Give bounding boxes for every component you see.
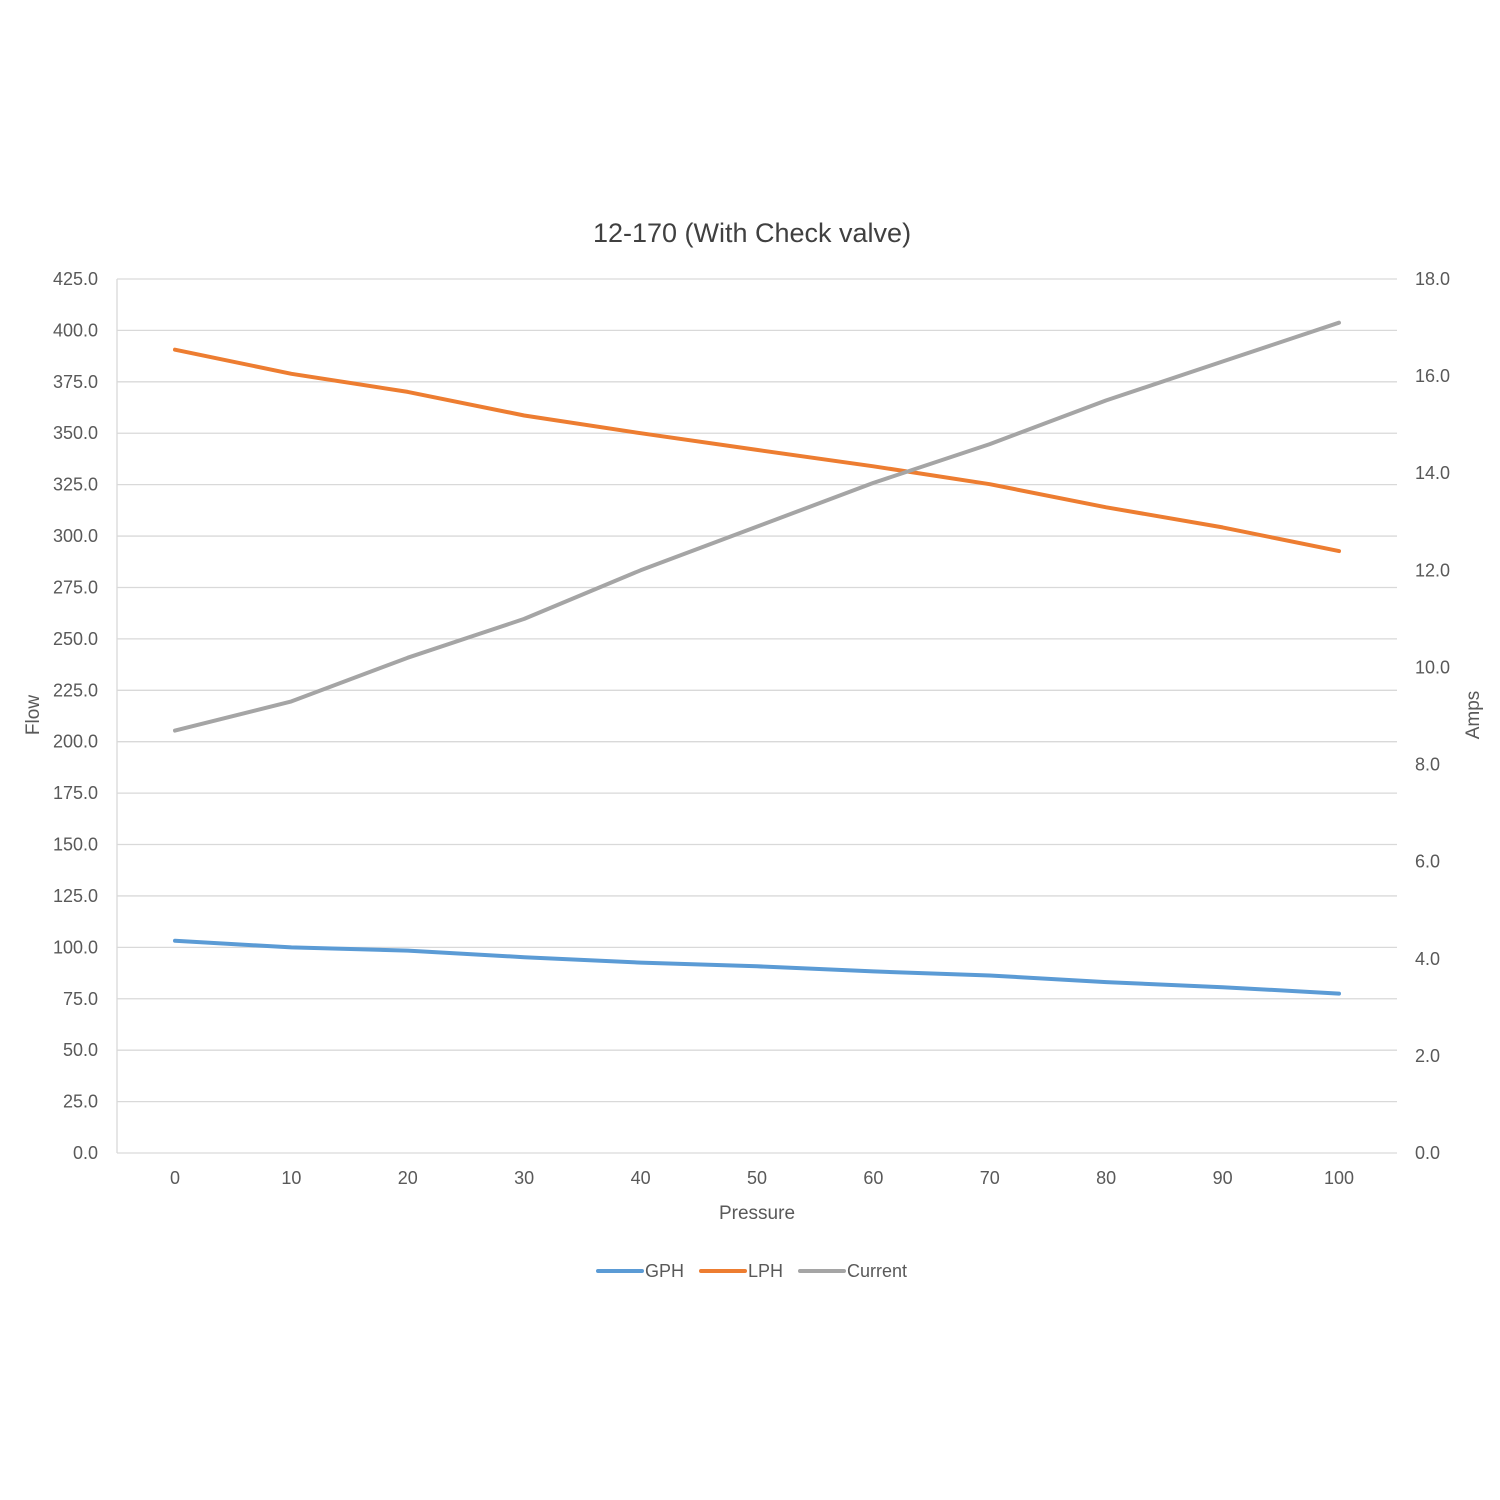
y-tick-label: 125.0	[53, 886, 98, 906]
y2-tick-label: 18.0	[1415, 269, 1450, 289]
y-axis-left-title: Flow	[23, 695, 44, 735]
y2-tick-label: 16.0	[1415, 366, 1450, 386]
y-tick-label: 225.0	[53, 680, 98, 700]
x-tick-label: 70	[980, 1168, 1000, 1188]
y-tick-label: 25.0	[63, 1092, 98, 1112]
y-tick-label: 350.0	[53, 423, 98, 443]
x-tick-label: 90	[1213, 1168, 1233, 1188]
x-axis-ticks: 0 10 20 30 40 50 60 70 80 90 100	[170, 1168, 1354, 1188]
gridlines	[116, 278, 1397, 1154]
y2-tick-label: 10.0	[1415, 657, 1450, 677]
x-tick-label: 50	[747, 1168, 767, 1188]
y-tick-label: 75.0	[63, 989, 98, 1009]
legend-label: Current	[847, 1261, 907, 1281]
y2-tick-label: 2.0	[1415, 1046, 1440, 1066]
legend-label: GPH	[645, 1261, 684, 1281]
y-tick-label: 425.0	[53, 269, 98, 289]
series-line-current	[173, 320, 1341, 733]
y-axis-right-ticks: 0.0 2.0 4.0 6.0 8.0 10.0 12.0 14.0 16.0 18.0	[1415, 269, 1450, 1163]
x-tick-label: 30	[514, 1168, 534, 1188]
x-tick-label: 10	[281, 1168, 301, 1188]
y-tick-label: 250.0	[53, 629, 98, 649]
y-tick-label: 325.0	[53, 475, 98, 495]
legend-label: LPH	[748, 1261, 783, 1281]
x-tick-label: 40	[631, 1168, 651, 1188]
y-tick-label: 100.0	[53, 937, 98, 957]
y2-tick-label: 6.0	[1415, 852, 1440, 872]
y2-tick-label: 12.0	[1415, 560, 1450, 580]
y-tick-label: 175.0	[53, 783, 98, 803]
y-tick-label: 275.0	[53, 577, 98, 597]
x-tick-label: 60	[863, 1168, 883, 1188]
y-tick-label: 0.0	[73, 1143, 98, 1163]
x-axis-title: Pressure	[719, 1203, 795, 1224]
series-line-lph	[173, 347, 1341, 554]
y2-tick-label: 14.0	[1415, 463, 1450, 483]
y2-tick-label: 4.0	[1415, 949, 1440, 969]
y-tick-label: 400.0	[53, 320, 98, 340]
y-tick-label: 200.0	[53, 732, 98, 752]
y2-tick-label: 8.0	[1415, 755, 1440, 775]
y-tick-label: 150.0	[53, 835, 98, 855]
y-tick-label: 50.0	[63, 1040, 98, 1060]
x-tick-label: 0	[170, 1168, 180, 1188]
y2-tick-label: 0.0	[1415, 1143, 1440, 1163]
series-lines	[173, 320, 1341, 996]
y-axis-left-ticks: 0.0 25.0 50.0 75.0 100.0 125.0 150.0 175.0 200.0…	[53, 269, 98, 1163]
x-tick-label: 100	[1324, 1168, 1354, 1188]
legend: GPH LPH Current	[596, 1261, 907, 1281]
x-tick-label: 80	[1096, 1168, 1116, 1188]
x-tick-label: 20	[398, 1168, 418, 1188]
chart-title: 12-170 (With Check valve)	[593, 218, 911, 248]
y-tick-label: 300.0	[53, 526, 98, 546]
series-line-gph	[173, 938, 1341, 996]
y-axis-right-title: Amps	[1463, 691, 1484, 740]
y-tick-label: 375.0	[53, 372, 98, 392]
